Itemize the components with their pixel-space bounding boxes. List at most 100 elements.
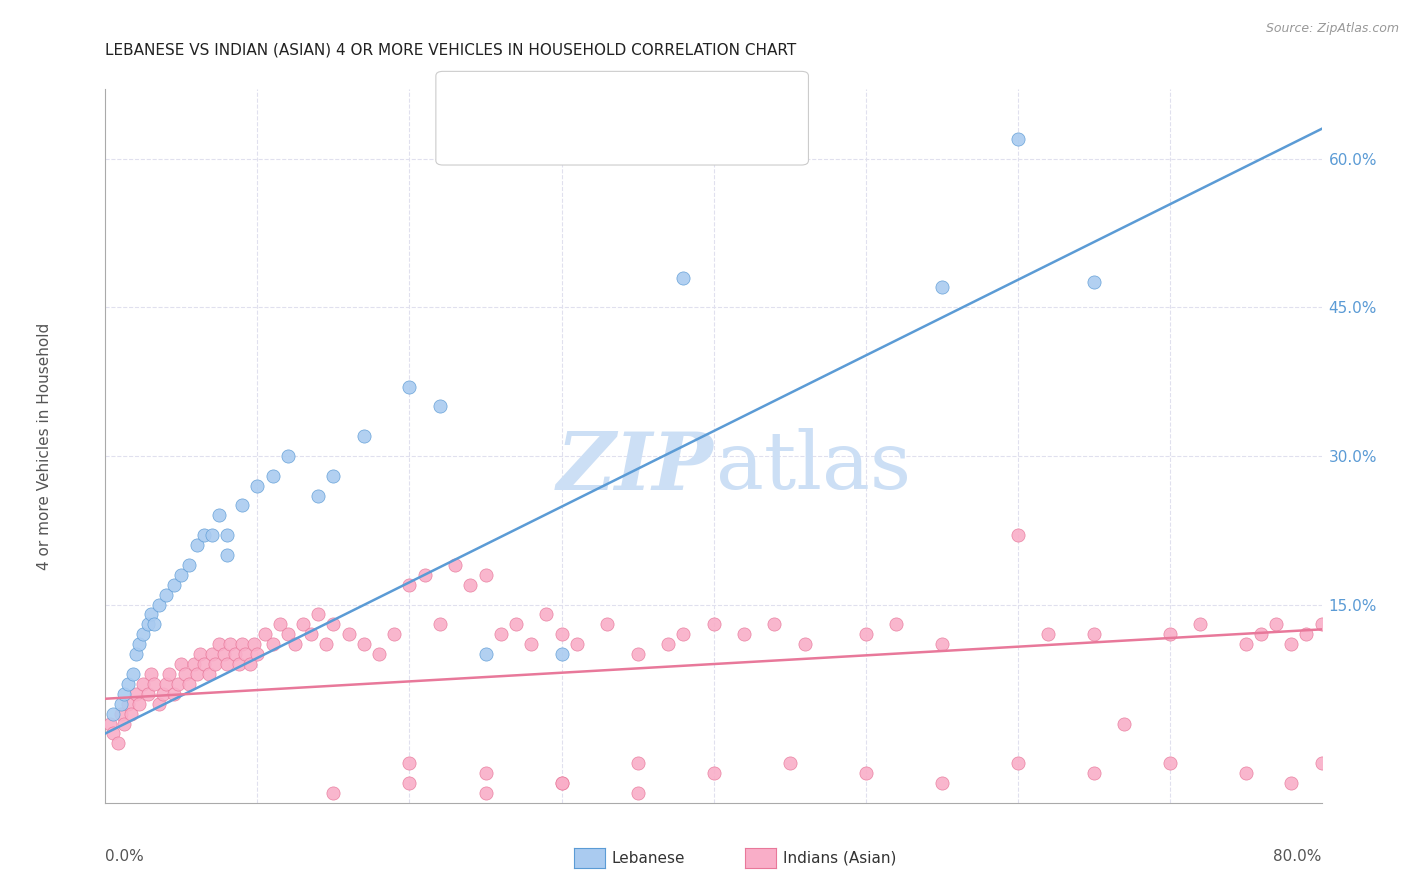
Point (474, 786, 496, 800)
Point (550, 776, 572, 790)
Point (307, 489, 329, 503)
Point (596, 617, 619, 632)
Text: 0.159: 0.159 (555, 125, 607, 143)
Point (1265, 617, 1288, 632)
Point (565, 637, 588, 651)
Point (315, 637, 337, 651)
Point (322, 617, 344, 632)
Point (672, 627, 695, 641)
Point (128, 637, 150, 651)
Point (217, 528, 239, 542)
Point (884, 617, 907, 632)
Point (208, 508, 231, 523)
Point (398, 756, 420, 771)
Text: N =: N = (640, 125, 671, 143)
Point (626, 786, 648, 800)
Point (931, 280, 953, 294)
Point (155, 588, 177, 602)
Point (474, 567, 496, 582)
Point (228, 657, 250, 671)
Text: 37: 37 (699, 87, 723, 104)
Point (322, 468, 344, 483)
Point (733, 627, 755, 641)
Point (120, 706, 142, 721)
Point (254, 627, 277, 641)
Text: 109: 109 (699, 125, 734, 143)
Point (262, 637, 284, 651)
Text: Source: ZipAtlas.com: Source: ZipAtlas.com (1265, 22, 1399, 36)
Point (217, 657, 239, 671)
Point (779, 756, 801, 771)
Point (1279, 637, 1302, 651)
Point (201, 528, 224, 542)
Point (219, 637, 242, 651)
Point (231, 499, 253, 513)
Point (626, 647, 648, 661)
Point (382, 627, 405, 641)
Point (193, 528, 215, 542)
Point (231, 637, 253, 651)
Point (353, 637, 375, 651)
Point (201, 647, 224, 661)
Point (1036, 627, 1059, 641)
Point (117, 697, 139, 711)
Point (128, 697, 150, 711)
Point (117, 677, 139, 691)
Point (505, 617, 527, 632)
Point (1279, 776, 1302, 790)
Point (217, 548, 239, 562)
Point (163, 578, 186, 592)
Point (155, 677, 177, 691)
Point (702, 766, 725, 780)
Point (1159, 627, 1181, 641)
Text: Lebanese: Lebanese (612, 851, 685, 865)
Point (1234, 637, 1257, 651)
Point (143, 677, 166, 691)
Point (212, 647, 235, 661)
Point (626, 756, 648, 771)
Point (292, 617, 315, 632)
Point (193, 657, 215, 671)
Text: ZIP: ZIP (557, 429, 713, 506)
Point (125, 647, 148, 661)
Point (307, 607, 329, 622)
Point (1159, 756, 1181, 771)
Point (1112, 716, 1135, 731)
Point (429, 400, 451, 414)
Point (1295, 627, 1317, 641)
Point (284, 637, 307, 651)
Point (1083, 276, 1105, 290)
Point (139, 667, 162, 681)
Point (125, 687, 148, 701)
Point (107, 736, 129, 750)
Text: R =: R = (499, 125, 530, 143)
Point (246, 478, 269, 492)
Point (157, 667, 180, 681)
Point (173, 667, 195, 681)
Point (1007, 132, 1029, 146)
Point (186, 667, 208, 681)
Point (246, 647, 269, 661)
Text: 4 or more Vehicles in Household: 4 or more Vehicles in Household (37, 322, 52, 570)
Point (170, 657, 193, 671)
Text: 80.0%: 80.0% (1274, 849, 1322, 864)
Point (299, 627, 322, 641)
Point (262, 468, 284, 483)
Point (188, 647, 211, 661)
Text: R =: R = (499, 87, 530, 104)
Text: 0.0%: 0.0% (105, 849, 145, 864)
Point (931, 637, 953, 651)
Point (931, 776, 953, 790)
Point (143, 617, 166, 632)
Point (239, 657, 262, 671)
Point (474, 647, 496, 661)
Point (398, 578, 420, 592)
Point (177, 677, 200, 691)
Text: N =: N = (640, 87, 671, 104)
Point (170, 567, 193, 582)
Point (550, 776, 572, 790)
Point (277, 627, 299, 641)
Point (152, 687, 174, 701)
Point (269, 617, 291, 632)
Point (702, 617, 725, 632)
